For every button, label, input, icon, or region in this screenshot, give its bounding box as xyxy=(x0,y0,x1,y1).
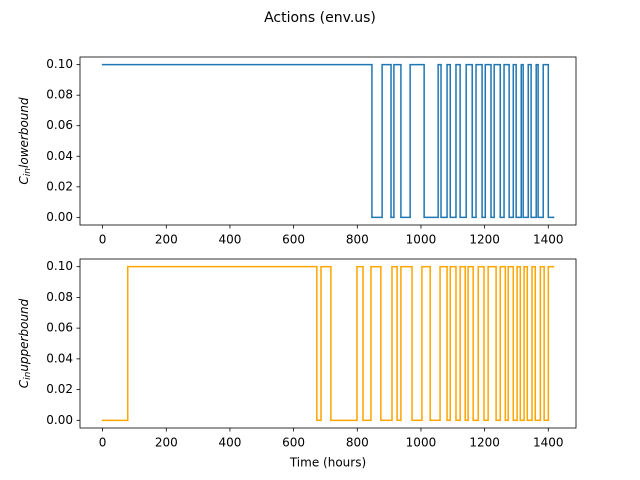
x-tick-label: 400 xyxy=(218,233,241,247)
y-tick-label: 0.04 xyxy=(46,351,73,365)
x-tick-label: 1000 xyxy=(406,233,437,247)
y-label-sub: in xyxy=(23,168,33,177)
y-label-part: upperbound xyxy=(17,298,31,371)
y-tick-label: 0.06 xyxy=(46,321,73,335)
axes-frame xyxy=(79,258,577,429)
x-tick-label: 600 xyxy=(282,436,305,450)
y-axis-label: Cinupperbound xyxy=(17,298,33,388)
x-tick-label: 0 xyxy=(99,436,107,450)
x-tick-label: 800 xyxy=(346,233,369,247)
y-label-sub: in xyxy=(23,371,33,380)
y-tick-label: 0.08 xyxy=(46,290,73,304)
x-axis-label: Time (hours) xyxy=(289,456,366,470)
y-tick-label: 0.08 xyxy=(46,88,73,102)
x-tick-label: 600 xyxy=(282,233,305,247)
x-tick-label: 1200 xyxy=(469,233,500,247)
y-tick-label: 0.10 xyxy=(46,57,73,71)
y-tick-label: 0.10 xyxy=(46,259,73,273)
y-tick-label: 0.02 xyxy=(46,382,73,396)
y-tick-label: 0.00 xyxy=(46,413,73,427)
x-tick-label: 200 xyxy=(155,233,178,247)
y-label-part: C xyxy=(17,176,31,185)
y-tick-label: 0.00 xyxy=(46,210,73,224)
x-tick-label: 1200 xyxy=(469,436,500,450)
x-tick-label: 0 xyxy=(99,233,107,247)
y-tick-label: 0.04 xyxy=(46,149,73,163)
x-tick-label: 800 xyxy=(346,436,369,450)
axes-frame xyxy=(79,56,577,226)
x-tick-label: 400 xyxy=(218,436,241,450)
figure-title: Actions (env.us) xyxy=(264,10,376,26)
x-tick-label: 200 xyxy=(155,436,178,450)
x-tick-label: 1400 xyxy=(533,233,564,247)
y-tick-label: 0.06 xyxy=(46,118,73,132)
y-tick-label: 0.02 xyxy=(46,179,73,193)
x-tick-label: 1000 xyxy=(406,436,437,450)
y-label-part: lowerbound xyxy=(17,97,31,168)
y-label-part: C xyxy=(17,379,31,388)
y-axis-label: Cinlowerbound xyxy=(17,97,33,185)
x-tick-label: 1400 xyxy=(533,436,564,450)
